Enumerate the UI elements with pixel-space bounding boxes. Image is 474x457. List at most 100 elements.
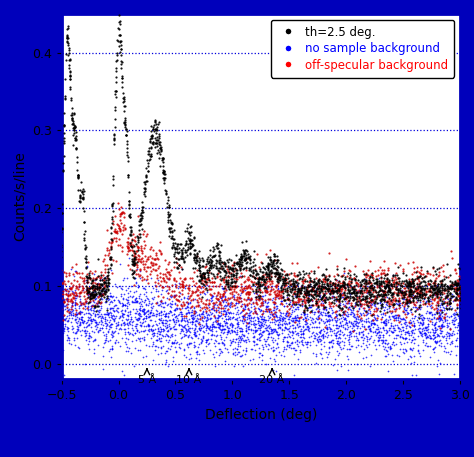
Point	[243, 302, 250, 309]
Point	[262, 283, 269, 290]
Point	[357, 281, 365, 288]
Point	[268, 270, 275, 277]
Point	[65, 315, 73, 322]
Point	[415, 304, 423, 311]
Point	[152, 121, 160, 128]
Point	[201, 328, 208, 335]
Point	[155, 262, 163, 270]
Point	[421, 341, 429, 349]
Point	[268, 310, 275, 317]
Point	[169, 220, 176, 228]
Point	[453, 296, 461, 303]
Point	[233, 350, 241, 357]
Point	[254, 282, 262, 289]
Point	[289, 298, 297, 305]
Point	[456, 338, 464, 345]
Point	[436, 291, 443, 298]
Point	[161, 349, 169, 356]
Point	[347, 289, 355, 296]
Point	[170, 274, 178, 281]
Point	[164, 274, 171, 282]
Point	[277, 299, 285, 306]
Point	[396, 346, 404, 353]
Point	[383, 280, 390, 287]
Point	[202, 307, 210, 314]
Point	[195, 276, 203, 284]
Point	[409, 288, 417, 296]
Point	[326, 339, 334, 346]
Point	[390, 306, 398, 313]
Point	[91, 295, 99, 303]
Point	[136, 306, 144, 314]
Point	[426, 335, 434, 342]
Point	[59, 317, 67, 324]
Point	[409, 310, 416, 318]
Point	[446, 301, 453, 308]
Point	[431, 321, 438, 328]
Point	[233, 270, 240, 277]
Point	[132, 298, 139, 305]
Point	[360, 270, 367, 277]
Point	[357, 287, 365, 295]
Point	[105, 311, 112, 319]
Point	[144, 307, 152, 314]
Point	[434, 294, 441, 301]
Point	[138, 207, 146, 214]
Point	[244, 253, 252, 260]
Point	[256, 295, 264, 303]
Point	[279, 313, 286, 320]
Point	[364, 297, 371, 304]
Point	[357, 333, 365, 340]
Point	[242, 259, 249, 266]
Point	[64, 287, 72, 294]
Point	[73, 311, 81, 318]
Point	[216, 267, 223, 274]
Point	[153, 310, 160, 317]
Point	[273, 304, 281, 312]
Point	[285, 316, 292, 323]
Point	[352, 321, 359, 329]
Point	[253, 310, 261, 318]
Point	[272, 260, 279, 267]
Point	[170, 293, 178, 300]
Point	[312, 280, 320, 287]
Point	[119, 301, 127, 308]
Point	[454, 260, 462, 268]
Point	[323, 324, 330, 331]
Point	[145, 322, 152, 329]
Point	[139, 328, 147, 335]
Point	[275, 276, 283, 283]
Point	[451, 342, 458, 349]
Point	[456, 314, 463, 322]
Point	[377, 328, 385, 335]
Point	[85, 321, 93, 329]
Point	[86, 313, 93, 320]
Point	[356, 331, 363, 338]
Point	[140, 333, 148, 340]
Point	[384, 351, 392, 358]
Point	[419, 314, 427, 321]
Point	[109, 332, 117, 340]
Point	[257, 258, 264, 266]
Point	[202, 325, 210, 332]
Point	[374, 333, 382, 340]
Point	[186, 238, 193, 245]
Point	[323, 324, 331, 331]
Point	[73, 310, 80, 317]
Point	[71, 287, 79, 294]
Point	[365, 279, 373, 286]
Point	[86, 293, 93, 300]
Point	[387, 322, 395, 329]
Point	[201, 269, 209, 276]
Point	[343, 345, 350, 353]
Point	[392, 278, 400, 286]
Point	[59, 301, 66, 308]
Point	[166, 228, 173, 235]
Point	[180, 301, 188, 308]
Point	[252, 261, 259, 269]
Point	[416, 273, 424, 280]
Point	[447, 248, 455, 255]
Point	[424, 294, 432, 302]
Point	[347, 311, 355, 318]
Point	[254, 290, 261, 298]
